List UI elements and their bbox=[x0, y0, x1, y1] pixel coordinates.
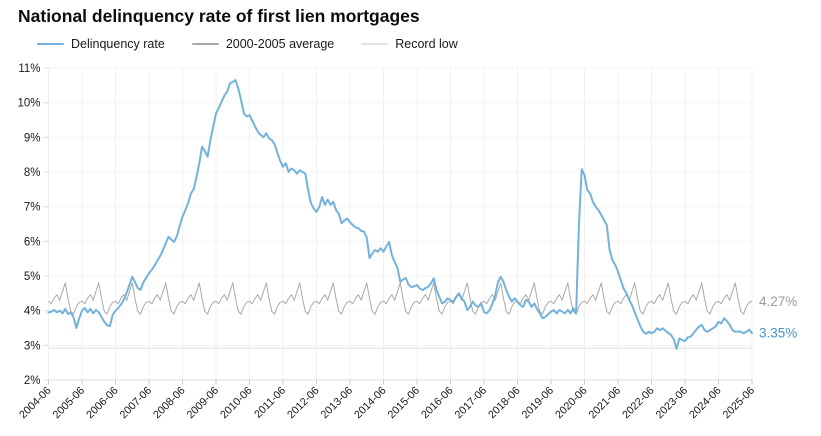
y-axis-label: 9% bbox=[24, 132, 41, 144]
y-axis-label: 6% bbox=[24, 236, 41, 248]
legend-label: Record low bbox=[395, 37, 458, 51]
y-axis-label: 3% bbox=[24, 340, 41, 352]
x-axis-label: 2009-06 bbox=[185, 385, 222, 422]
legend-item-2000-2005-average: 2000-2005 average bbox=[191, 37, 335, 51]
x-axis-label: 2019-06 bbox=[520, 385, 557, 422]
y-axis-label: 8% bbox=[24, 167, 41, 179]
x-axis-label: 2015-06 bbox=[386, 385, 423, 422]
y-axis-label: 4% bbox=[24, 306, 41, 318]
x-axis-label: 2012-06 bbox=[285, 385, 322, 422]
x-axis-label: 2024-06 bbox=[687, 385, 724, 422]
x-axis-label: 2022-06 bbox=[620, 385, 657, 422]
x-axis-label: 2016-06 bbox=[419, 385, 456, 422]
x-axis-label: 2023-06 bbox=[654, 385, 691, 422]
x-axis-label: 2011-06 bbox=[252, 385, 288, 421]
x-axis-label: 2013-06 bbox=[319, 385, 356, 422]
legend-label: Delinquency rate bbox=[71, 37, 165, 51]
delinquency-value-annotation: 3.35% bbox=[759, 326, 797, 341]
legend: Delinquency rate 2000-2005 average Recor… bbox=[37, 37, 458, 51]
x-axis-label: 2007-06 bbox=[118, 385, 155, 422]
record-low-line-swatch bbox=[361, 43, 389, 45]
x-axis-label: 2020-06 bbox=[553, 385, 590, 422]
x-axis-label: 2014-06 bbox=[352, 385, 389, 422]
x-axis-label: 2008-06 bbox=[151, 385, 188, 422]
x-axis-label: 2004-06 bbox=[17, 385, 54, 422]
y-axis-label: 5% bbox=[24, 271, 41, 283]
x-axis-label: 2005-06 bbox=[51, 385, 88, 422]
x-axis-label: 2018-06 bbox=[486, 385, 523, 422]
x-axis-label: 2017-06 bbox=[453, 385, 490, 422]
y-axis-label: 10% bbox=[17, 98, 40, 110]
y-axis-label: 7% bbox=[24, 202, 41, 214]
chart-title: National delinquency rate of first lien … bbox=[18, 6, 420, 26]
delinquency-rate-line-swatch bbox=[37, 42, 64, 46]
x-axis-label: 2025-06 bbox=[721, 385, 758, 422]
legend-item-record-low: Record low bbox=[361, 37, 458, 51]
average-line-swatch bbox=[191, 43, 219, 45]
y-axis-label: 11% bbox=[18, 63, 40, 75]
legend-label: 2000-2005 average bbox=[225, 37, 335, 51]
x-axis-label: 2021-06 bbox=[587, 385, 624, 422]
delinquency-rate-line bbox=[47, 79, 753, 350]
average-2000-2005-line bbox=[48, 282, 753, 315]
legend-item-delinquency-rate: Delinquency rate bbox=[37, 37, 165, 51]
x-axis-label: 2006-06 bbox=[84, 385, 121, 422]
x-axis-label: 2010-06 bbox=[218, 385, 255, 422]
y-axis-label: 2% bbox=[24, 375, 41, 387]
average-value-annotation: 4.27% bbox=[759, 294, 797, 309]
